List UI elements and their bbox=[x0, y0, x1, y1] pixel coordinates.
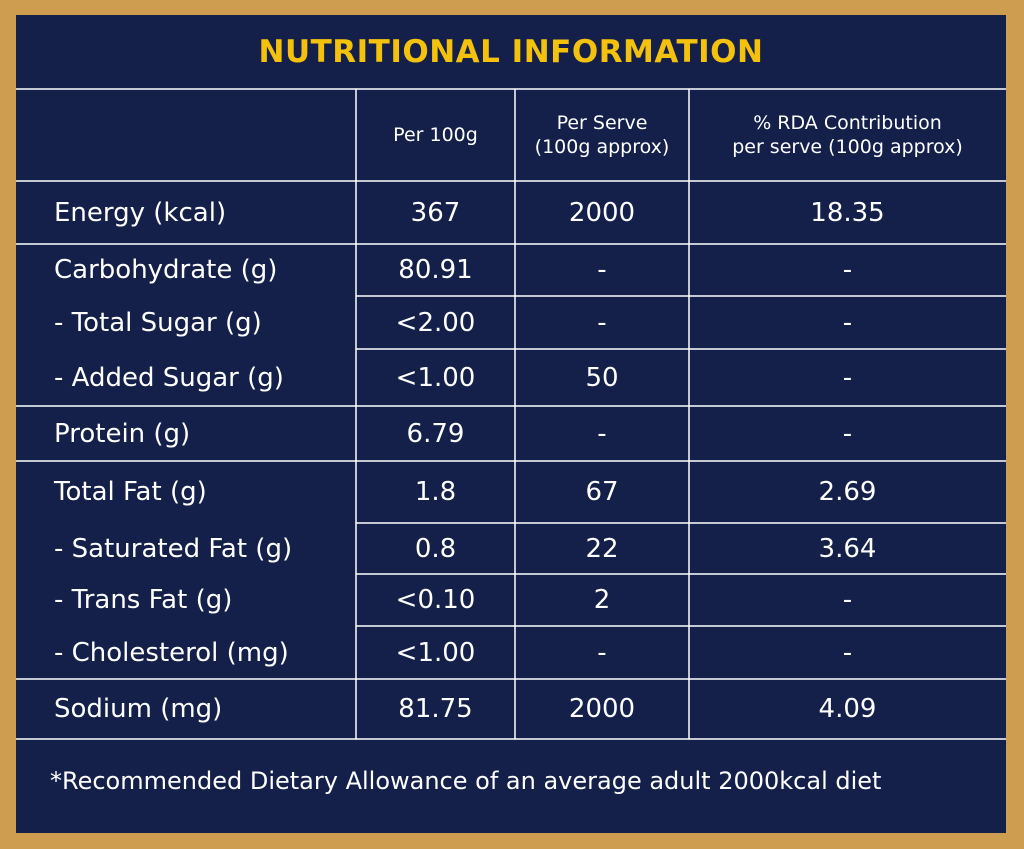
cell-rda-cholesterol: - bbox=[842, 637, 853, 668]
cell-per100-cholesterol: <1.00 bbox=[395, 637, 476, 668]
header-per-100g-label: Per 100g bbox=[393, 124, 478, 146]
cell-serve-saturated-fat: 22 bbox=[585, 533, 619, 564]
cell-per100-trans-fat: <0.10 bbox=[395, 585, 476, 615]
cell-serve-sodium: 2000 bbox=[568, 694, 636, 724]
row-label-total-fat: Total Fat (g) bbox=[54, 477, 207, 507]
cell-rda-total-fat: 2.69 bbox=[818, 477, 877, 507]
cell-per100-sodium: 81.75 bbox=[398, 694, 473, 724]
header-per-serve-line2: (100g approx) bbox=[534, 136, 670, 158]
row-label-energy: Energy (kcal) bbox=[54, 197, 227, 228]
cell-rda-energy: 18.35 bbox=[810, 197, 885, 228]
cell-per100-carbohydrate: 80.91 bbox=[398, 255, 473, 285]
cell-serve-protein: - bbox=[597, 418, 607, 449]
cell-per100-total-fat: 1.8 bbox=[414, 477, 457, 507]
row-label-trans-fat: - Trans Fat (g) bbox=[54, 585, 233, 615]
header-rda-line2: per serve (100g approx) bbox=[732, 136, 963, 158]
cell-rda-protein: - bbox=[842, 418, 853, 449]
row-label-saturated-fat: - Saturated Fat (g) bbox=[54, 533, 293, 564]
header-per-serve-line1: Per Serve bbox=[556, 112, 648, 134]
row-label-total-sugar: - Total Sugar (g) bbox=[54, 307, 262, 338]
nutrition-panel: NUTRITIONAL INFORMATION bbox=[16, 15, 1006, 833]
page-title: NUTRITIONAL INFORMATION bbox=[258, 34, 764, 70]
row-label-sodium: Sodium (mg) bbox=[54, 694, 223, 724]
cell-serve-carbohydrate: - bbox=[597, 255, 607, 285]
cell-rda-carbohydrate: - bbox=[842, 255, 853, 285]
cell-per100-saturated-fat: 0.8 bbox=[414, 533, 457, 564]
table-grid-lines bbox=[16, 88, 1006, 740]
cell-per100-protein: 6.79 bbox=[406, 418, 465, 449]
cell-per100-energy: 367 bbox=[410, 197, 461, 228]
cell-serve-energy: 2000 bbox=[568, 197, 636, 228]
nutrition-table: Per 100g Per Serve (100g approx) % RDA C… bbox=[16, 15, 1006, 833]
row-label-added-sugar: - Added Sugar (g) bbox=[54, 362, 284, 393]
cell-serve-total-sugar: - bbox=[597, 307, 607, 338]
cell-serve-cholesterol: - bbox=[597, 637, 607, 668]
cell-rda-sodium: 4.09 bbox=[818, 694, 877, 724]
row-label-carbohydrate: Carbohydrate (g) bbox=[54, 255, 278, 285]
header-per-100g: Per 100g bbox=[356, 89, 515, 181]
cell-per100-added-sugar: <1.00 bbox=[395, 362, 476, 393]
row-label-protein: Protein (g) bbox=[54, 418, 191, 449]
cell-rda-trans-fat: - bbox=[842, 585, 853, 615]
cell-rda-total-sugar: - bbox=[842, 307, 853, 338]
header-rda: % RDA Contribution per serve (100g appro… bbox=[689, 89, 1006, 181]
header-per-serve: Per Serve (100g approx) bbox=[515, 89, 689, 181]
cell-per100-total-sugar: <2.00 bbox=[395, 307, 476, 338]
cell-serve-added-sugar: 50 bbox=[585, 362, 619, 393]
cell-rda-added-sugar: - bbox=[842, 362, 853, 393]
footnote: *Recommended Dietary Allowance of an ave… bbox=[50, 767, 882, 795]
cell-rda-saturated-fat: 3.64 bbox=[818, 533, 877, 564]
cell-serve-trans-fat: 2 bbox=[593, 585, 611, 615]
row-label-cholesterol: - Cholesterol (mg) bbox=[54, 637, 289, 668]
header-rda-line1: % RDA Contribution bbox=[753, 112, 942, 134]
cell-serve-total-fat: 67 bbox=[585, 477, 619, 507]
